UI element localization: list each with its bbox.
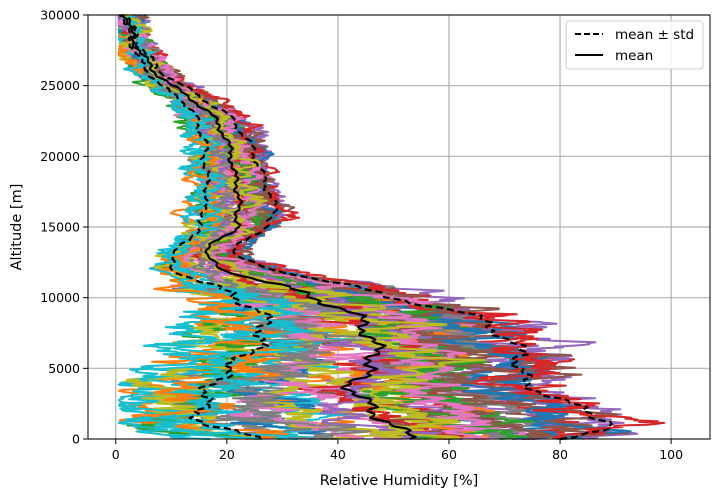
y-tick-label: 15000 (40, 220, 80, 235)
y-ticks: 0 5000 10000 15000 20000 25000 30000 (40, 8, 88, 447)
x-ticks: 0 20 40 60 80 100 (112, 439, 683, 462)
profile-line (121, 14, 314, 440)
x-tick-label: 60 (441, 447, 457, 462)
x-axis-label: Relative Humidity [%] (320, 473, 479, 489)
series-lines (119, 14, 614, 441)
std-line (119, 14, 275, 440)
x-tick-label: 20 (219, 447, 235, 462)
x-tick-label: 40 (330, 447, 346, 462)
y-tick-label: 5000 (48, 361, 80, 376)
y-tick-label: 30000 (40, 8, 80, 23)
y-tick-label: 0 (72, 432, 80, 447)
y-tick-label: 25000 (40, 78, 80, 93)
legend: mean ± std mean (565, 20, 704, 70)
x-tick-label: 80 (552, 447, 568, 462)
x-tick-label: 0 (112, 447, 120, 462)
y-axis-label: Altitude [m] (9, 184, 25, 271)
x-tick-label: 100 (659, 447, 683, 462)
y-tick-label: 20000 (40, 149, 80, 164)
legend-label-mean-std: mean ± std (615, 27, 694, 43)
legend-box (565, 20, 704, 70)
std-line (124, 14, 614, 441)
mean-line (121, 14, 417, 441)
legend-label-mean: mean (615, 48, 653, 64)
y-tick-label: 10000 (40, 290, 80, 305)
